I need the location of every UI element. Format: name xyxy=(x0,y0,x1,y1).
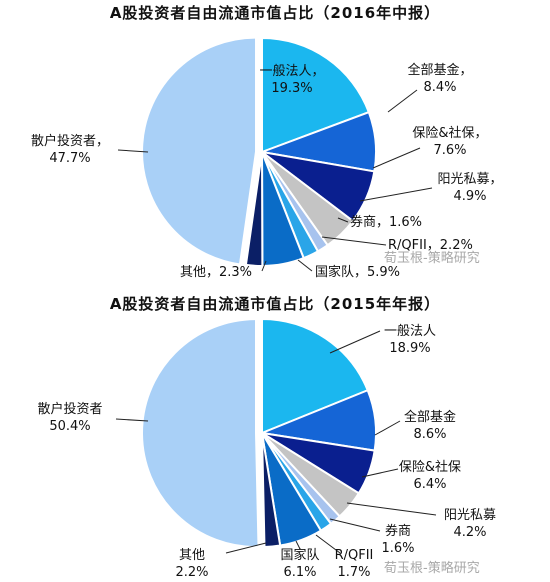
slice-label: R/QFII，2.2% xyxy=(388,238,473,253)
leader-line xyxy=(225,542,267,554)
slice-label: 全部基金 xyxy=(404,409,456,425)
leader-line xyxy=(361,468,399,478)
slice-value-label: 7.6% xyxy=(433,143,466,158)
pie-slice-8 xyxy=(141,36,258,266)
leader-line xyxy=(329,518,381,532)
leader-line xyxy=(115,418,149,422)
slice-value-label: 6.1% xyxy=(283,565,316,580)
slice-label: 一般法人， xyxy=(259,63,324,79)
pie-chart-svg: 一般法人 18.9% 全部基金 8.6% 保险&社保 6.4% 阳光私募 4.2% 券商 1.6%… xyxy=(37,317,496,580)
slice-value-label: 1.7% xyxy=(337,565,370,580)
slice-label: 其他，2.3% xyxy=(180,265,252,280)
slice-label: 保险&社保 xyxy=(399,459,461,475)
slice-label: 国家队，5.9% xyxy=(315,264,400,280)
leader-line xyxy=(321,236,387,246)
slice-value-label: 8.4% xyxy=(423,80,456,95)
pie-chart-2016-mid: A股投资者自由流通市值占比（2016年中报） 一般法人， 19.3% 全部基金， 8.… xyxy=(31,4,503,280)
leader-line xyxy=(374,420,401,436)
slice-value-label: 8.6% xyxy=(413,427,446,442)
pie-slice-8 xyxy=(141,318,260,549)
slice-value-label: 4.2% xyxy=(453,525,486,540)
slice-value-label: 6.4% xyxy=(413,477,446,492)
slice-value-label: 1.6% xyxy=(381,541,414,556)
pie-slice-7 xyxy=(244,151,264,267)
watermark: 荀玉根-策略研究 xyxy=(384,561,480,576)
leader-line xyxy=(297,259,313,272)
slice-label: 阳光私募， xyxy=(437,172,502,187)
leader-line xyxy=(372,147,421,169)
pie-slice-0 xyxy=(261,317,369,435)
slice-value-label: 2.2% xyxy=(175,565,208,580)
leader-line xyxy=(117,149,149,153)
watermark: 荀玉根-策略研究 xyxy=(384,251,480,266)
slice-value-label: 47.7% xyxy=(49,151,90,166)
pie-chart-svg: 一般法人， 19.3% 全部基金， 8.4% 保险&社保， 7.6% 阳光私募， 4.9% 券商… xyxy=(31,36,503,280)
slice-label: 券商 xyxy=(385,523,411,539)
slice-label: 国家队 xyxy=(280,547,319,563)
leader-line xyxy=(261,260,267,272)
leader-line xyxy=(295,540,301,550)
leader-line xyxy=(329,330,381,354)
pie-chart-2015-annual: A股投资者自由流通市值占比（2015年年报） 一般法人 18.9% 全部基金 8.6%… xyxy=(0,291,550,582)
pie-slice-7 xyxy=(261,432,282,548)
leader-line xyxy=(387,89,418,113)
slice-label: 券商，1.6% xyxy=(350,214,422,230)
slice-label: 其他 xyxy=(179,548,205,563)
leader-line xyxy=(315,534,341,554)
slice-label: 阳光私募 xyxy=(444,508,496,523)
leader-line xyxy=(337,217,349,223)
slice-value-label: 18.9% xyxy=(389,341,430,356)
slice-label: 散户投资者 xyxy=(37,401,102,417)
slice-value-label: 4.9% xyxy=(453,189,486,204)
slice-label: R/QFII xyxy=(335,548,374,563)
slice-value-label: 19.3% xyxy=(271,81,312,96)
chart-title: A股投资者自由流通市值占比（2016年中报） xyxy=(109,4,441,22)
chart-title: A股投资者自由流通市值占比（2015年年报） xyxy=(109,295,441,313)
slice-label: 全部基金， xyxy=(407,62,472,78)
slice-label: 保险&社保， xyxy=(412,125,487,141)
leader-line xyxy=(346,502,437,516)
slice-label: 散户投资者， xyxy=(31,133,109,149)
pie-slice-0 xyxy=(261,36,371,154)
slice-label: 一般法人 xyxy=(384,323,436,339)
slice-value-label: 50.4% xyxy=(49,419,90,434)
leader-line xyxy=(359,187,433,202)
